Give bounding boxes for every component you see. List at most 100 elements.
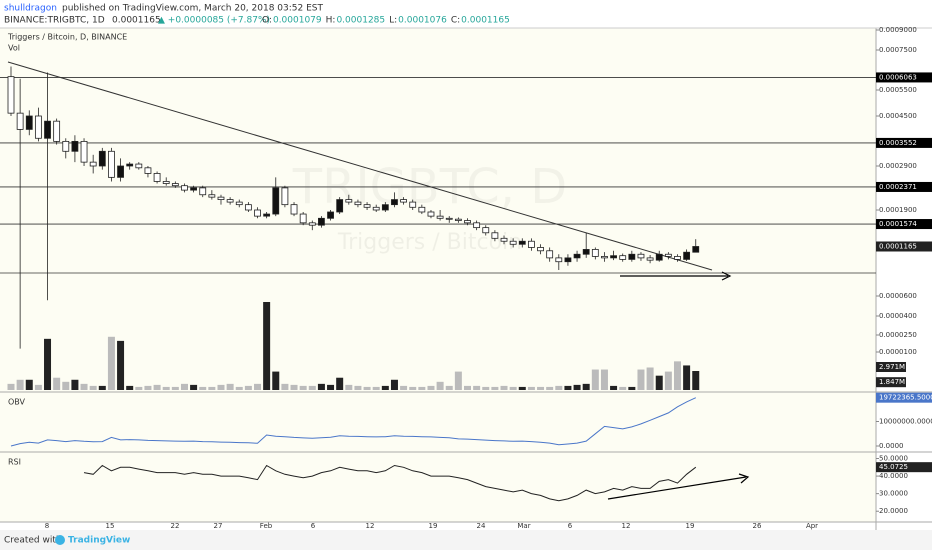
volume-bar [390, 379, 398, 390]
published: published on TradingView.com, March 20, … [62, 4, 323, 14]
volume-bar [126, 385, 134, 390]
candle-body [400, 199, 407, 203]
plot-background [0, 28, 876, 522]
volume-bar [53, 377, 61, 390]
candle-body [372, 206, 380, 211]
candle-body [409, 201, 417, 208]
price-box-label: 0.0001165 [879, 242, 917, 250]
y-tick-label: 40.0000 [879, 472, 908, 480]
volume-bar [98, 385, 106, 390]
volume-bar [34, 384, 42, 390]
arrow-head [721, 271, 732, 281]
volume-bar [363, 386, 371, 390]
volume-bar [473, 385, 481, 390]
y-tick-label: 30.0000 [879, 490, 908, 498]
volume-bar [482, 386, 490, 390]
volume-bar [336, 377, 344, 390]
candle-body [16, 112, 24, 130]
volume-bar [372, 386, 380, 390]
candle-body [674, 256, 681, 260]
candle-body [637, 253, 645, 259]
y-tick-label: 0.0000100 [879, 348, 917, 356]
ohlc-value: 0.0001079 [273, 16, 322, 26]
y-tick-label: 0.0009000 [879, 26, 917, 34]
trend-line[interactable] [7, 61, 713, 271]
value-box-label: 45.0725 [879, 463, 908, 471]
x-tick-label: 12 [366, 522, 375, 530]
value-box [876, 392, 932, 403]
volume-bar [44, 338, 52, 390]
price-box-label: 0.0006063 [879, 73, 917, 81]
volume-bar [62, 381, 70, 390]
candle-body [546, 250, 554, 259]
volume-box [876, 361, 906, 372]
value-box-label: 19722365.5000 [879, 394, 932, 402]
footer-bar [0, 530, 932, 550]
candle-body [391, 199, 398, 206]
volume-bar [409, 386, 417, 390]
candle-body [226, 199, 234, 203]
candle-body [144, 167, 152, 174]
volume-bar [263, 302, 271, 390]
arrow[interactable] [607, 476, 747, 500]
y-tick-label: 0.0004500 [879, 112, 917, 120]
volume-bar [107, 336, 115, 390]
candle-body [272, 187, 280, 215]
candle-body [664, 253, 672, 257]
volume-bar [610, 385, 618, 390]
candle-body [454, 218, 462, 221]
volume-bar [354, 385, 362, 390]
y-tick-label: 20.0000 [879, 507, 908, 515]
candle-body [89, 161, 97, 167]
chart-title: Triggers / Bitcoin, D, BINANCE [7, 33, 127, 42]
y-tick-label: 0.0000400 [879, 312, 917, 320]
candle-body [25, 115, 33, 130]
candle-body [80, 140, 88, 163]
volume-bar [345, 384, 353, 390]
candle-body [564, 257, 572, 263]
change: ▲ +0.0000085 (+7.87%) [158, 16, 270, 26]
x-tick-label: 15 [106, 522, 115, 530]
ohlc-value: 0.0001076 [398, 16, 447, 26]
volume-bar [655, 375, 663, 390]
candle-body [117, 165, 124, 178]
x-tick-label: 19 [686, 522, 695, 530]
price-box [876, 219, 932, 230]
candle-body [482, 227, 490, 234]
candle-body [518, 240, 526, 245]
candle-body [244, 204, 252, 211]
candle-body [591, 249, 599, 257]
candle-body [299, 213, 307, 224]
y-tick-label: 50.0000 [879, 455, 908, 463]
y-tick-label: 0.0001900 [879, 206, 917, 214]
candle-body [108, 150, 115, 178]
candle-body [683, 251, 691, 260]
volume-bar [582, 383, 590, 390]
candle-body [308, 222, 316, 226]
last-price: 0.0001165 [112, 16, 161, 26]
price-box-label: 0.0002371 [879, 183, 917, 191]
author[interactable]: shulldragon [4, 4, 57, 14]
candle-body [153, 173, 161, 182]
footer-brand[interactable]: TradingView [68, 536, 130, 546]
obv-label: OBV [8, 398, 26, 407]
volume-box-label: 1.847M [879, 378, 905, 386]
candle-body [235, 201, 243, 206]
candle-body [646, 257, 654, 261]
symbol: BINANCE:TRIGBTC, 1D [4, 16, 105, 26]
arrow-head [738, 473, 750, 484]
candle-body [573, 253, 581, 259]
volume-bar [153, 384, 161, 390]
volume-bar [619, 386, 627, 390]
candle-body [528, 240, 535, 248]
volume-bar [464, 385, 471, 390]
volume-bar [117, 340, 125, 390]
volume-bar [400, 385, 408, 390]
volume-bar [317, 383, 325, 390]
volume-bar [299, 385, 307, 390]
x-tick-label: Mar [517, 522, 530, 530]
volume-bar [180, 383, 188, 390]
volume-bar [226, 383, 234, 390]
volume-bar [235, 386, 243, 390]
candle-body [628, 253, 636, 260]
